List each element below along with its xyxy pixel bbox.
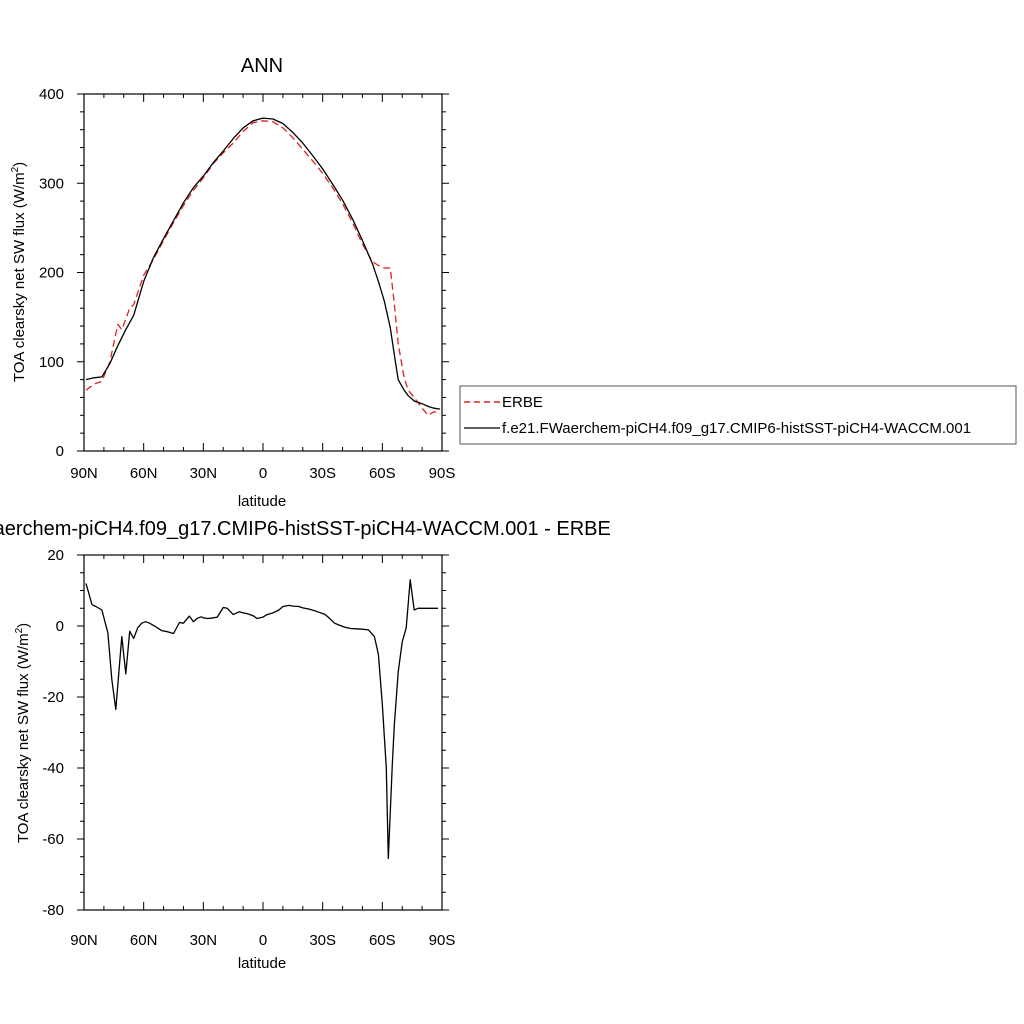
- top-series-line-model: [85, 117, 441, 410]
- top-x-tick-label: 90N: [70, 465, 98, 482]
- bottom-x-tick-label: 30N: [190, 932, 218, 949]
- legend-label-model: f.e21.FWaerchem-piCH4.f09_g17.CMIP6-hist…: [502, 420, 971, 437]
- bottom-y-axis-label-close: ): [15, 623, 32, 628]
- top-series-lines: [85, 117, 441, 416]
- bottom-series-lines: [85, 579, 438, 860]
- top-plot-frame: [83, 93, 443, 452]
- bottom-x-tick-label: 30S: [309, 932, 336, 949]
- top-x-tick-label: 0: [259, 465, 267, 482]
- top-y-tick-label: 100: [39, 354, 64, 371]
- bottom-y-tick-label: 0: [56, 618, 64, 635]
- legend: ERBE f.e21.FWaerchem-piCH4.f09_g17.CMIP6…: [459, 385, 1017, 445]
- bottom-x-tick-label: 90S: [429, 932, 456, 949]
- bottom-y-tick-label: 20: [47, 547, 64, 564]
- bottom-series-line-difference: [85, 579, 438, 860]
- top-x-tick-label: 30S: [309, 465, 336, 482]
- top-y-axis-label-exponent: 2: [10, 166, 21, 172]
- bottom-axis-ticks: 90N 60N 30N 0 30S 60S 90S -80 -60 -40 -20 0 20: [42, 547, 455, 949]
- top-x-axis-label: latitude: [238, 493, 286, 510]
- bottom-y-axis-label-text: TOA clearsky net SW flux (W/m: [15, 633, 32, 843]
- top-series-line-erbe: [85, 120, 441, 416]
- bottom-x-tick-label: 60N: [130, 932, 158, 949]
- top-x-tick-label: 90S: [429, 465, 456, 482]
- top-y-tick-label: 400: [39, 86, 64, 103]
- bottom-panel: f.e21.FWaerchem-piCH4.f09_g17.CMIP6-hist…: [0, 518, 611, 972]
- top-chart-title: ANN: [241, 55, 283, 77]
- bottom-x-tick-label: 60S: [369, 932, 396, 949]
- bottom-x-tick-label: 90N: [70, 932, 98, 949]
- top-panel: ANN 90N 60N 30N 0 30S 60S 90S 0 100 200 300 400 lat…: [10, 55, 455, 510]
- top-y-tick-label: 200: [39, 265, 64, 282]
- bottom-y-tick-label: -80: [42, 902, 64, 919]
- top-x-tick-label: 60N: [130, 465, 158, 482]
- top-axis-ticks: 90N 60N 30N 0 30S 60S 90S 0 100 200 300 400: [39, 86, 455, 482]
- bottom-x-axis-label: latitude: [238, 955, 286, 972]
- legend-box: [459, 385, 1017, 445]
- bottom-y-tick-label: -40: [42, 760, 64, 777]
- legend-label-erbe: ERBE: [502, 394, 543, 411]
- bottom-x-tick-label: 0: [259, 932, 267, 949]
- top-x-tick-label: 30N: [190, 465, 218, 482]
- bottom-chart-title: f.e21.FWaerchem-piCH4.f09_g17.CMIP6-hist…: [0, 518, 611, 540]
- top-y-axis-label-close: ): [11, 162, 28, 167]
- top-y-tick-label: 300: [39, 175, 64, 192]
- bottom-y-tick-label: -60: [42, 831, 64, 848]
- bottom-y-axis-label: TOA clearsky net SW flux (W/m2): [14, 623, 32, 843]
- top-y-axis-label-text: TOA clearsky net SW flux (W/m: [11, 172, 28, 382]
- bottom-y-axis-label-exponent: 2: [14, 627, 25, 633]
- top-y-tick-label: 0: [56, 443, 64, 460]
- bottom-y-tick-label: -20: [42, 689, 64, 706]
- top-y-axis-label: TOA clearsky net SW flux (W/m2): [10, 162, 28, 382]
- top-x-tick-label: 60S: [369, 465, 396, 482]
